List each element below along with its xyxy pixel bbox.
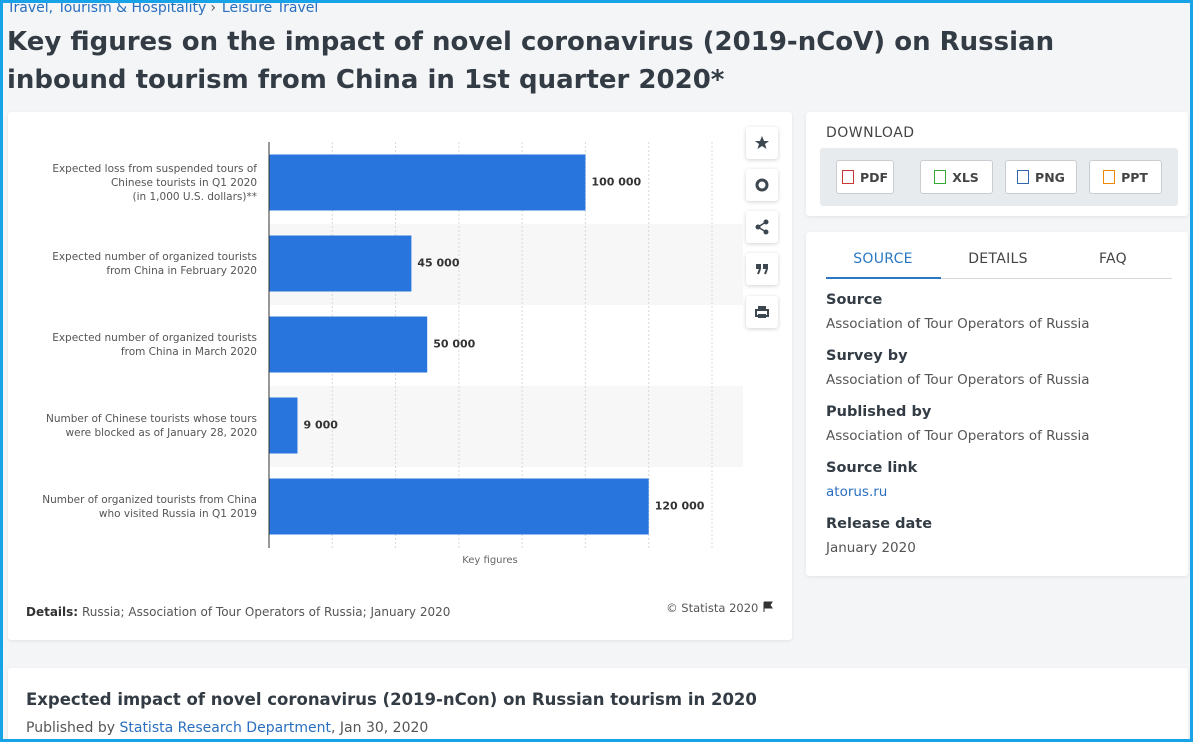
file-icon — [1017, 170, 1030, 184]
download-button[interactable]: PNG — [1005, 160, 1077, 194]
field-label: Source link — [826, 460, 918, 476]
file-icon — [934, 170, 947, 184]
field-label: Source — [826, 292, 883, 308]
article-card: Expected impact of novel coronavirus (20… — [8, 668, 1188, 739]
button-label: PDF — [859, 169, 889, 185]
field-value: Association of Tour Operators of Russia — [826, 428, 1090, 444]
file-icon — [1103, 170, 1116, 184]
button-label: XLS — [952, 169, 979, 185]
category-label: Number of Chinese tourists whose tours w… — [45, 412, 257, 439]
page-title: Key figures on the impact of novel coron… — [7, 27, 1055, 95]
field-label: Release date — [826, 516, 933, 532]
info-card: SOURCE DETAILS FAQ Source Association of … — [806, 232, 1188, 576]
tab-divider — [826, 278, 1172, 279]
breadcrumb-link[interactable]: Leisure Travel — [221, 0, 319, 16]
author-link[interactable]: Statista Research Department — [119, 720, 332, 736]
breadcrumb-link[interactable]: Travel, Tourism & Hospitality — [7, 0, 207, 16]
breadcrumb: Travel, Tourism & Hospitality › Leisure Tr… — [7, 0, 319, 16]
file-icon — [841, 170, 854, 184]
settings-button[interactable] — [746, 169, 778, 201]
value-label: 120 000 — [655, 500, 705, 513]
tab[interactable]: FAQ — [1098, 251, 1128, 267]
category-label: Number of organized tourists from China … — [42, 493, 257, 520]
breadcrumb-separator: › — [210, 0, 216, 16]
chart-details: Details: Russia; Association of Tour Ope… — [26, 605, 450, 619]
copyright-text: © Statista 2020 — [666, 601, 759, 615]
details-label: Details: — [26, 605, 79, 619]
share-icon — [755, 219, 769, 235]
field-value: Association of Tour Operators of Russia — [826, 372, 1090, 388]
chart-card: 100 000 45 000 50 000 9 000 120 000 Key figur… — [8, 112, 792, 640]
gear-icon — [755, 178, 769, 192]
byline-prefix: Published by — [26, 720, 116, 736]
bar — [269, 154, 586, 211]
article-heading: Expected impact of novel coronavirus (20… — [26, 690, 757, 709]
download-button[interactable]: XLS — [920, 160, 993, 194]
print-icon — [755, 306, 769, 318]
tab-underline — [826, 277, 941, 279]
cite-button[interactable] — [746, 253, 778, 285]
category-label: Expected number of organized tourists fr… — [52, 331, 257, 358]
field-label: Published by — [826, 404, 932, 420]
download-title: DOWNLOAD — [826, 125, 915, 141]
copyright: © Statista 2020 — [666, 601, 774, 615]
print-button[interactable] — [746, 296, 778, 328]
bar — [269, 397, 298, 454]
favorite-button[interactable] — [746, 127, 778, 159]
button-label: PNG — [1035, 169, 1065, 185]
value-label: 50 000 — [433, 338, 475, 351]
bar — [269, 235, 412, 292]
download-box: PDF XLS PNG PPT — [820, 148, 1178, 206]
byline-date: , Jan 30, 2020 — [331, 720, 429, 736]
value-label: 100 000 — [591, 176, 641, 189]
download-button[interactable]: PDF — [836, 160, 894, 194]
row-band — [269, 386, 743, 467]
category-label: Expected number of organized tourists fr… — [52, 250, 257, 277]
tab[interactable]: SOURCE — [853, 251, 913, 267]
quote-icon — [756, 264, 768, 275]
axis-title: Key figures — [462, 555, 518, 566]
value-label: 9 000 — [303, 419, 338, 432]
button-label: PPT — [1121, 169, 1148, 185]
source-link[interactable]: atorus.ru — [826, 484, 888, 500]
share-button[interactable] — [746, 211, 778, 243]
details-text: Russia; Association of Tour Operators of… — [81, 605, 451, 619]
category-label: Expected loss from suspended tours of Ch… — [52, 162, 257, 203]
field-label: Survey by — [826, 348, 908, 364]
field-value: Association of Tour Operators of Russia — [826, 316, 1090, 332]
star-icon — [755, 136, 769, 149]
download-card: DOWNLOAD PDF XLS PNG PPT — [806, 112, 1188, 216]
download-button[interactable]: PPT — [1089, 160, 1162, 194]
tab[interactable]: DETAILS — [968, 251, 1028, 267]
article-byline: Published by Statista Research Departmen… — [26, 720, 428, 736]
value-label: 45 000 — [417, 257, 459, 270]
flag-icon — [763, 601, 773, 612]
field-value: January 2020 — [826, 540, 916, 556]
chart: 100 000 45 000 50 000 9 000 120 000 Key figur… — [268, 142, 743, 566]
bar — [269, 478, 649, 535]
bar — [269, 316, 428, 373]
